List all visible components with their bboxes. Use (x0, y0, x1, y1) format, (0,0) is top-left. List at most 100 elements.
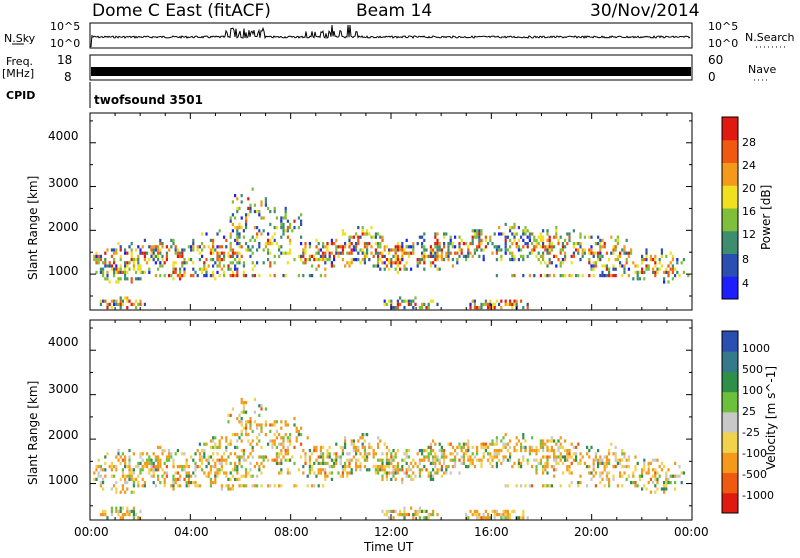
power-cell (139, 251, 142, 255)
velocity-cell (319, 468, 322, 472)
velocity-cell (665, 484, 668, 488)
velocity-cell (405, 455, 408, 459)
power-cell (176, 251, 179, 255)
power-cell (535, 242, 538, 246)
velocity-cell (203, 449, 206, 453)
power-cell (396, 254, 399, 258)
velocity-cell (282, 436, 285, 440)
velocity-cell (436, 458, 439, 462)
power-cell (390, 264, 393, 268)
power-cell (361, 226, 364, 230)
velocity-cell (432, 468, 435, 472)
power-cell (113, 274, 116, 278)
power-cell (539, 254, 542, 258)
power-cell (425, 306, 428, 310)
velocity-cell (502, 445, 505, 449)
velocity-cell (344, 442, 347, 446)
velocity-cell (229, 413, 232, 417)
velocity-cell (242, 407, 245, 411)
power-cell (385, 258, 388, 262)
power-cell (152, 245, 155, 249)
power-cell (438, 242, 441, 246)
velocity-cell (663, 481, 666, 485)
velocity-cell (198, 452, 201, 456)
power-cell (269, 222, 272, 226)
power-cell (421, 254, 424, 258)
velocity-cell (99, 484, 102, 488)
velocity-cell (432, 509, 435, 513)
power-cell (421, 258, 424, 262)
power-cell (458, 235, 461, 239)
power-cell (150, 248, 153, 252)
velocity-cell (392, 449, 395, 453)
velocity-cell (665, 471, 668, 475)
velocity-cell (564, 449, 567, 453)
power-cell (165, 251, 168, 255)
velocity-cell (526, 516, 529, 520)
velocity-cell (198, 455, 201, 459)
velocity-cell (126, 509, 129, 513)
power-cell (555, 254, 558, 258)
velocity-cell (251, 474, 254, 478)
power-cell (229, 235, 232, 239)
power-cell (201, 232, 204, 236)
velocity-cell (295, 429, 298, 433)
power-cell (493, 232, 496, 236)
velocity-cell (234, 445, 237, 449)
power-cell (115, 302, 118, 306)
power-cell (253, 203, 256, 207)
velocity-colorbar-step (722, 452, 738, 474)
power-cell (183, 270, 186, 274)
power-cell (381, 251, 384, 255)
power-cell (546, 245, 549, 249)
power-cell (119, 248, 122, 252)
velocity-cell (240, 484, 243, 488)
power-cell (330, 261, 333, 265)
power-cell (550, 248, 553, 252)
power-cell (236, 197, 239, 201)
power-cell (608, 274, 611, 278)
power-cell (680, 261, 683, 265)
power-cell (102, 270, 105, 274)
velocity-cell (185, 465, 188, 469)
velocity-data (93, 397, 685, 520)
velocity-cell (181, 465, 184, 469)
velocity-cell (121, 452, 124, 456)
power-cell (350, 242, 353, 246)
velocity-cell (242, 455, 245, 459)
velocity-cell (410, 477, 413, 481)
velocity-cell (553, 474, 556, 478)
velocity-cell (632, 471, 635, 475)
velocity-cell (583, 461, 586, 465)
power-cell (238, 232, 241, 236)
velocity-cell (209, 445, 212, 449)
power-cell (341, 232, 344, 236)
velocity-cell (432, 439, 435, 443)
power-cell (135, 299, 138, 303)
velocity-cell (423, 455, 426, 459)
velocity-cell (322, 484, 325, 488)
velocity-cell (286, 471, 289, 475)
velocity-cell (460, 461, 463, 465)
velocity-cell (612, 474, 615, 478)
velocity-cell (324, 477, 327, 481)
velocity-cell (253, 397, 256, 401)
velocity-cell (223, 452, 226, 456)
power-cell (546, 248, 549, 252)
power-cell (383, 254, 386, 258)
power-cell (575, 242, 578, 246)
power-cell (148, 267, 151, 271)
power-cell (399, 302, 402, 306)
power-cell (110, 306, 113, 310)
power-cell (146, 251, 149, 255)
velocity-cell (361, 455, 364, 459)
power-cell (110, 264, 113, 268)
velocity-cell (128, 468, 131, 472)
velocity-cell (440, 455, 443, 459)
velocity-cell (385, 513, 388, 517)
power-cell (425, 254, 428, 258)
power-cell (352, 235, 355, 239)
power-cell (249, 206, 252, 210)
power-cell (564, 258, 567, 262)
power-cell (326, 245, 329, 249)
